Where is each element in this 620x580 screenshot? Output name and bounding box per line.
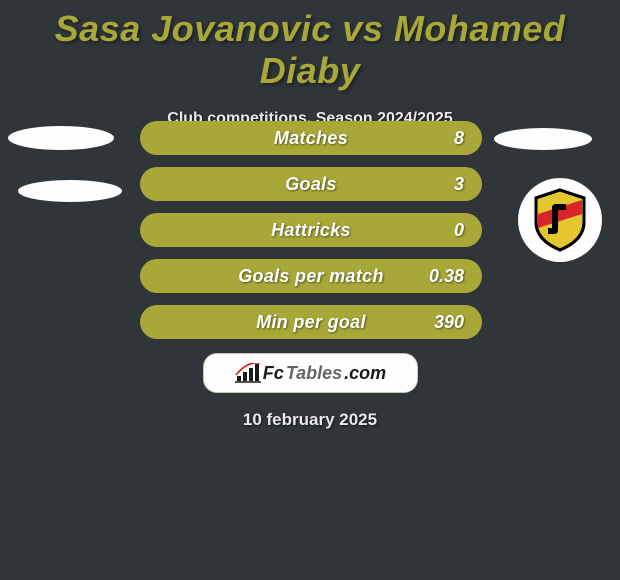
stat-value: 0.38 — [429, 266, 464, 287]
player1-avatar-placeholder — [8, 126, 114, 150]
page-title: Sasa Jovanovic vs Mohamed Diaby — [0, 0, 620, 92]
bar-chart-icon — [235, 363, 261, 383]
player1-club-placeholder — [18, 180, 122, 202]
stat-label: Hattricks — [140, 220, 482, 241]
stat-row-goals: Goals 3 — [140, 167, 482, 201]
stat-value: 3 — [454, 174, 464, 195]
logo-text-dotcom: .com — [344, 363, 386, 384]
stat-label: Goals — [140, 174, 482, 195]
stat-value: 0 — [454, 220, 464, 241]
fctables-logo: FcTables.com — [203, 353, 418, 393]
stat-value: 8 — [454, 128, 464, 149]
logo-text-fc: Fc — [263, 363, 284, 384]
stat-label: Matches — [140, 128, 482, 149]
club-shield-icon — [532, 188, 588, 252]
stat-row-goals-per-match: Goals per match 0.38 — [140, 259, 482, 293]
stats-bars: Matches 8 Goals 3 Hattricks 0 Goals per … — [140, 121, 482, 351]
player2-club-badge — [518, 178, 602, 262]
stat-row-hattricks: Hattricks 0 — [140, 213, 482, 247]
logo-text-tables: Tables — [286, 363, 342, 384]
player2-avatar-placeholder — [494, 128, 592, 150]
stat-row-min-per-goal: Min per goal 390 — [140, 305, 482, 339]
date-label: 10 february 2025 — [0, 410, 620, 430]
stat-row-matches: Matches 8 — [140, 121, 482, 155]
stat-value: 390 — [434, 312, 464, 333]
stat-label: Min per goal — [140, 312, 482, 333]
